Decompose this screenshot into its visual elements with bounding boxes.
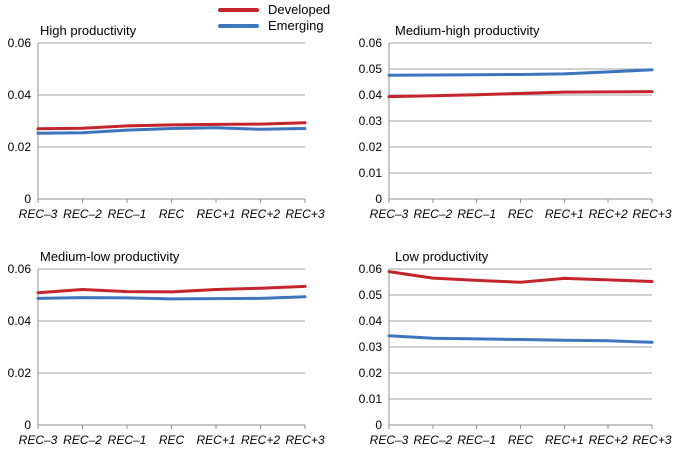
chart-title: Medium-low productivity <box>40 249 180 264</box>
y-tick-label: 0.04 <box>7 314 31 328</box>
developed-line-swatch <box>218 8 259 12</box>
y-tick-label: 0.02 <box>7 366 31 380</box>
y-tick-label: 0 <box>375 192 382 206</box>
x-tick-label: REC–2 <box>413 207 453 221</box>
y-tick-label: 0.04 <box>7 88 31 102</box>
y-tick-label: 0.06 <box>7 262 31 276</box>
legend-item-emerging: Emerging <box>218 18 330 34</box>
x-tick-label: REC+3 <box>632 207 672 221</box>
y-tick-label: 0.02 <box>7 140 31 154</box>
plot-area <box>36 42 307 203</box>
y-tick-label: 0.05 <box>358 62 382 76</box>
chart-title: Low productivity <box>395 249 489 264</box>
x-tick-label: REC–1 <box>457 433 496 447</box>
emerging-series-line <box>36 295 307 301</box>
x-tick-label: REC–3 <box>369 433 409 447</box>
legend-label-emerging: Emerging <box>268 18 324 33</box>
y-tick-label: 0 <box>24 418 31 432</box>
x-tick-label: REC <box>507 207 534 221</box>
y-tick-label: 0.03 <box>358 340 382 354</box>
x-tick-label: REC+3 <box>632 433 672 447</box>
x-tick-label: REC–2 <box>63 433 102 447</box>
x-tick-label: REC–3 <box>369 207 409 221</box>
x-tick-label: REC+3 <box>285 433 325 447</box>
x-tick-label: REC+2 <box>588 433 628 447</box>
x-tick-label: REC+2 <box>240 207 281 221</box>
emerging-series-line <box>387 334 654 344</box>
x-tick-label: REC+1 <box>196 207 236 221</box>
y-tick-label: 0.05 <box>358 288 382 302</box>
legend-label-developed: Developed <box>268 2 331 17</box>
legend-item-developed: Developed <box>218 2 330 18</box>
y-tick-label: 0.06 <box>7 36 31 50</box>
emerging-line-swatch <box>218 24 259 28</box>
y-tick-label: 0.02 <box>358 366 382 380</box>
x-tick-label: REC <box>507 433 534 447</box>
emerging-series-line <box>387 68 654 77</box>
x-tick-label: REC–1 <box>107 207 147 221</box>
plot-area <box>387 42 654 203</box>
plot-area <box>36 268 307 429</box>
x-tick-label: REC–1 <box>457 207 496 221</box>
chart-title: High productivity <box>40 23 137 38</box>
y-tick-label: 0 <box>375 418 382 432</box>
legend: Developed Emerging <box>218 2 330 34</box>
developed-series-line <box>387 270 654 284</box>
y-tick-label: 0.06 <box>358 262 382 276</box>
x-tick-label: REC–3 <box>18 207 58 221</box>
y-tick-label: 0.01 <box>358 166 382 180</box>
x-tick-label: REC+1 <box>544 207 584 221</box>
x-tick-label: REC <box>158 433 185 447</box>
x-tick-label: REC+1 <box>544 433 584 447</box>
x-tick-label: REC+2 <box>588 207 628 221</box>
emerging-series-line <box>36 126 307 135</box>
x-tick-label: REC+2 <box>240 433 281 447</box>
y-tick-label: 0.04 <box>358 314 382 328</box>
y-tick-label: 0.06 <box>358 36 382 50</box>
x-tick-label: REC–2 <box>63 207 102 221</box>
developed-series-line <box>387 90 654 99</box>
y-tick-label: 0.04 <box>358 88 382 102</box>
y-tick-label: 0.01 <box>358 392 382 406</box>
plot-area <box>387 268 654 429</box>
y-tick-label: 0.02 <box>358 140 382 154</box>
chart-title: Medium-high productivity <box>395 23 540 38</box>
x-tick-label: REC <box>158 207 185 221</box>
y-tick-label: 0.03 <box>358 114 382 128</box>
x-tick-label: REC+3 <box>285 207 325 221</box>
x-tick-label: REC–2 <box>413 433 453 447</box>
y-tick-label: 0 <box>24 192 31 206</box>
developed-series-line <box>36 284 307 295</box>
developed-series-line <box>36 121 307 131</box>
x-tick-label: REC–1 <box>107 433 147 447</box>
x-tick-label: REC+1 <box>196 433 236 447</box>
x-tick-label: REC–3 <box>18 433 58 447</box>
